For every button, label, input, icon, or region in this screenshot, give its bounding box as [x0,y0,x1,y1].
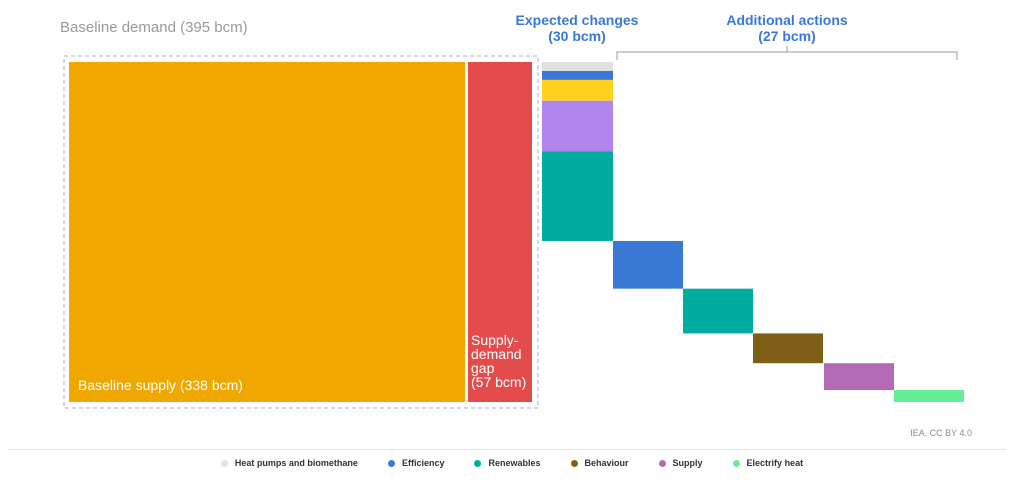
gap-label-line: (57 bcm) [471,374,526,390]
legend-label: Electrify heat [746,458,804,468]
supply-demand-gap-bar [468,62,532,402]
baseline-supply-bar [69,62,465,402]
expected-change-segment [542,62,613,71]
legend-label: Renewables [488,458,541,468]
additional-actions-title: Additional actions [726,12,848,28]
expected-changes-title: (30 bcm) [548,28,606,44]
legend-item: Electrify heat [732,458,804,468]
legend-item: Supply [658,458,703,468]
additional-action-bar [824,363,894,391]
legend-label: Efficiency [401,458,445,468]
legend-item: Behaviour [570,458,629,468]
gap-label-line: gap [471,360,495,376]
baseline-supply-label: Baseline supply (338 bcm) [78,377,243,393]
credit-text: IEA. CC BY 4.0 [910,428,972,438]
legend-swatch [570,459,578,467]
additional-actions-title: (27 bcm) [758,28,816,44]
legend-item: Efficiency [387,458,445,468]
gap-label-line: Supply- [471,332,519,348]
legend-swatch [732,459,740,467]
legend-label: Behaviour [584,458,629,468]
divider [8,449,1006,450]
legend-item: Heat pumps and biomethane [220,458,358,468]
legend-swatch [220,459,228,467]
additional-action-bar [613,240,683,289]
expected-change-segment [542,79,613,101]
legend-label: Heat pumps and biomethane [234,458,358,468]
additional-actions-bracket [616,46,958,60]
expected-change-segment [542,151,613,241]
legend-label: Supply [672,458,703,468]
baseline-demand-label: Baseline demand (395 bcm) [60,19,248,36]
additional-action-bar [753,333,823,364]
chart: Baseline demand (395 bcm) Baseline supply… [60,12,964,409]
gap-label-line: demand [471,346,522,362]
expected-change-segment [542,70,613,80]
additional-action-bar [894,390,964,402]
expected-changes-title: Expected changes [516,12,639,28]
legend-item: Renewables [474,458,541,468]
additional-action-bar [683,288,753,334]
legend-swatch [474,459,482,467]
expected-change-segment [542,100,613,152]
legend: Heat pumps and biomethane Efficiency Renew… [0,458,1024,468]
legend-swatch [658,459,666,467]
legend-swatch [387,459,395,467]
